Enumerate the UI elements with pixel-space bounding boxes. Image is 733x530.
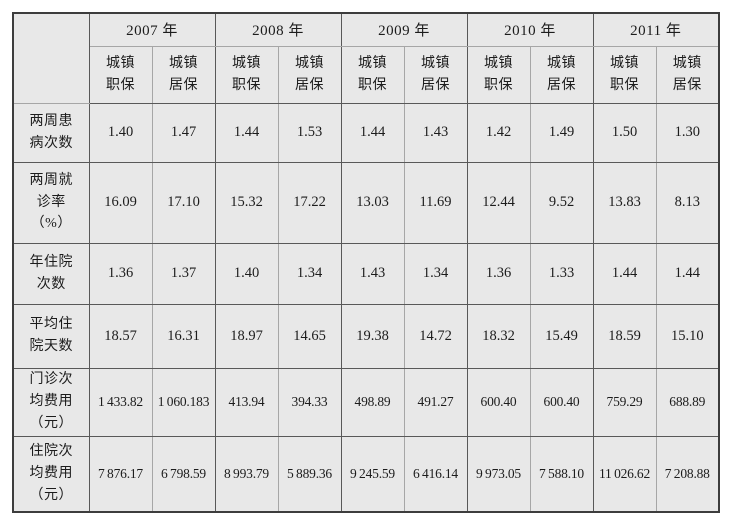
table-cell: 600.40 bbox=[529, 367, 594, 437]
table-cell: 1.30 bbox=[655, 102, 720, 163]
table-cell: 8.13 bbox=[655, 161, 720, 244]
table-cell: 498.89 bbox=[340, 367, 405, 437]
year-header-2008: 2008 年 bbox=[214, 12, 342, 47]
table-cell: 7 208.88 bbox=[655, 435, 720, 513]
table-row-annual-hospitalizations: 年住院 次数 1.36 1.37 1.40 1.34 1.43 1.34 1.3… bbox=[12, 242, 720, 305]
table-cell: 1.44 bbox=[592, 242, 657, 305]
table-cell: 9 973.05 bbox=[466, 435, 531, 513]
table-stage: 2007 年 2008 年 2009 年 2010 年 2011 年 城镇 职保… bbox=[12, 12, 720, 513]
table-cell: 1.43 bbox=[340, 242, 405, 305]
table-cell: 688.89 bbox=[655, 367, 720, 437]
table-cell: 12.44 bbox=[466, 161, 531, 244]
subheader-employee: 城镇 职保 bbox=[592, 45, 657, 104]
year-header-2010: 2010 年 bbox=[466, 12, 594, 47]
table-row-inpatient-cost: 住院次 均费用 （元） 7 876.17 6 798.59 8 993.79 5… bbox=[12, 435, 720, 513]
table-cell: 13.83 bbox=[592, 161, 657, 244]
insurance-type-header-row: 城镇 职保 城镇 居保 城镇 职保 城镇 居保 城镇 职保 城镇 居保 城镇 职… bbox=[13, 45, 720, 104]
table-cell: 17.10 bbox=[151, 161, 216, 244]
subheader-employee: 城镇 职保 bbox=[214, 45, 279, 104]
table-cell: 1 433.82 bbox=[88, 367, 153, 437]
table-cell: 6 798.59 bbox=[151, 435, 216, 513]
table-cell: 8 993.79 bbox=[214, 435, 279, 513]
table-cell: 413.94 bbox=[214, 367, 279, 437]
table-cell: 18.97 bbox=[214, 303, 279, 369]
table-row-outpatient-cost: 门诊次 均费用 （元） 1 433.82 1 060.183 413.94 39… bbox=[12, 367, 720, 437]
table-cell: 9 245.59 bbox=[340, 435, 405, 513]
table-cell: 1 060.183 bbox=[151, 367, 216, 437]
table-cell: 7 588.10 bbox=[529, 435, 594, 513]
table-cell: 491.27 bbox=[403, 367, 468, 437]
table-cell: 18.57 bbox=[88, 303, 153, 369]
table-cell: 1.40 bbox=[214, 242, 279, 305]
subheader-employee: 城镇 职保 bbox=[466, 45, 531, 104]
table-cell: 17.22 bbox=[277, 161, 342, 244]
table-row-average-stay-days: 平均住 院天数 18.57 16.31 18.97 14.65 19.38 14… bbox=[12, 303, 720, 369]
table-cell: 1.44 bbox=[214, 102, 279, 163]
table-cell: 1.47 bbox=[151, 102, 216, 163]
table-cell: 14.72 bbox=[403, 303, 468, 369]
table-cell: 15.32 bbox=[214, 161, 279, 244]
table-cell: 15.49 bbox=[529, 303, 594, 369]
table-cell: 1.42 bbox=[466, 102, 531, 163]
table-cell: 1.36 bbox=[466, 242, 531, 305]
row-label: 住院次 均费用 （元） bbox=[12, 435, 90, 513]
table-cell: 19.38 bbox=[340, 303, 405, 369]
table-cell: 6 416.14 bbox=[403, 435, 468, 513]
table-cell: 9.52 bbox=[529, 161, 594, 244]
table-cell: 18.32 bbox=[466, 303, 531, 369]
table-cell: 1.40 bbox=[88, 102, 153, 163]
table-cell: 1.34 bbox=[403, 242, 468, 305]
year-header-2007: 2007 年 bbox=[88, 12, 216, 47]
table-cell: 18.59 bbox=[592, 303, 657, 369]
table-cell: 1.43 bbox=[403, 102, 468, 163]
table-row-two-week-illness: 两周患 病次数 1.40 1.47 1.44 1.53 1.44 1.43 1.… bbox=[12, 102, 720, 163]
table-cell: 1.33 bbox=[529, 242, 594, 305]
subheader-resident: 城镇 居保 bbox=[277, 45, 342, 104]
table-cell: 1.53 bbox=[277, 102, 342, 163]
row-label: 门诊次 均费用 （元） bbox=[12, 367, 90, 437]
subheader-employee: 城镇 职保 bbox=[88, 45, 153, 104]
insurance-statistics-table: 2007 年 2008 年 2009 年 2010 年 2011 年 城镇 职保… bbox=[12, 12, 720, 513]
table-cell: 1.44 bbox=[340, 102, 405, 163]
year-header-row: 2007 年 2008 年 2009 年 2010 年 2011 年 bbox=[12, 12, 720, 104]
table-cell: 11.69 bbox=[403, 161, 468, 244]
table-cell: 11 026.62 bbox=[592, 435, 657, 513]
year-header-2011: 2011 年 bbox=[592, 12, 720, 47]
table-cell: 1.44 bbox=[655, 242, 720, 305]
table-cell: 394.33 bbox=[277, 367, 342, 437]
table-cell: 759.29 bbox=[592, 367, 657, 437]
table-cell: 16.31 bbox=[151, 303, 216, 369]
row-label: 年住院 次数 bbox=[12, 242, 90, 305]
table-cell: 15.10 bbox=[655, 303, 720, 369]
table-cell: 1.36 bbox=[88, 242, 153, 305]
table-cell: 13.03 bbox=[340, 161, 405, 244]
table-cell: 600.40 bbox=[466, 367, 531, 437]
subheader-resident: 城镇 居保 bbox=[655, 45, 720, 104]
subheader-resident: 城镇 居保 bbox=[529, 45, 594, 104]
table-cell: 1.50 bbox=[592, 102, 657, 163]
table-cell: 1.49 bbox=[529, 102, 594, 163]
subheader-resident: 城镇 居保 bbox=[403, 45, 468, 104]
corner-cell bbox=[12, 12, 90, 104]
table-row-two-week-visit-rate: 两周就 诊率 （%） 16.09 17.10 15.32 17.22 13.03… bbox=[12, 161, 720, 244]
row-label: 两周患 病次数 bbox=[12, 102, 90, 163]
table-cell: 7 876.17 bbox=[88, 435, 153, 513]
year-header-2009: 2009 年 bbox=[340, 12, 468, 47]
table-cell: 16.09 bbox=[88, 161, 153, 244]
table-cell: 1.37 bbox=[151, 242, 216, 305]
row-label: 两周就 诊率 （%） bbox=[12, 161, 90, 244]
table-cell: 5 889.36 bbox=[277, 435, 342, 513]
table-cell: 14.65 bbox=[277, 303, 342, 369]
table-cell: 1.34 bbox=[277, 242, 342, 305]
subheader-resident: 城镇 居保 bbox=[151, 45, 216, 104]
row-label: 平均住 院天数 bbox=[12, 303, 90, 369]
subheader-employee: 城镇 职保 bbox=[340, 45, 405, 104]
